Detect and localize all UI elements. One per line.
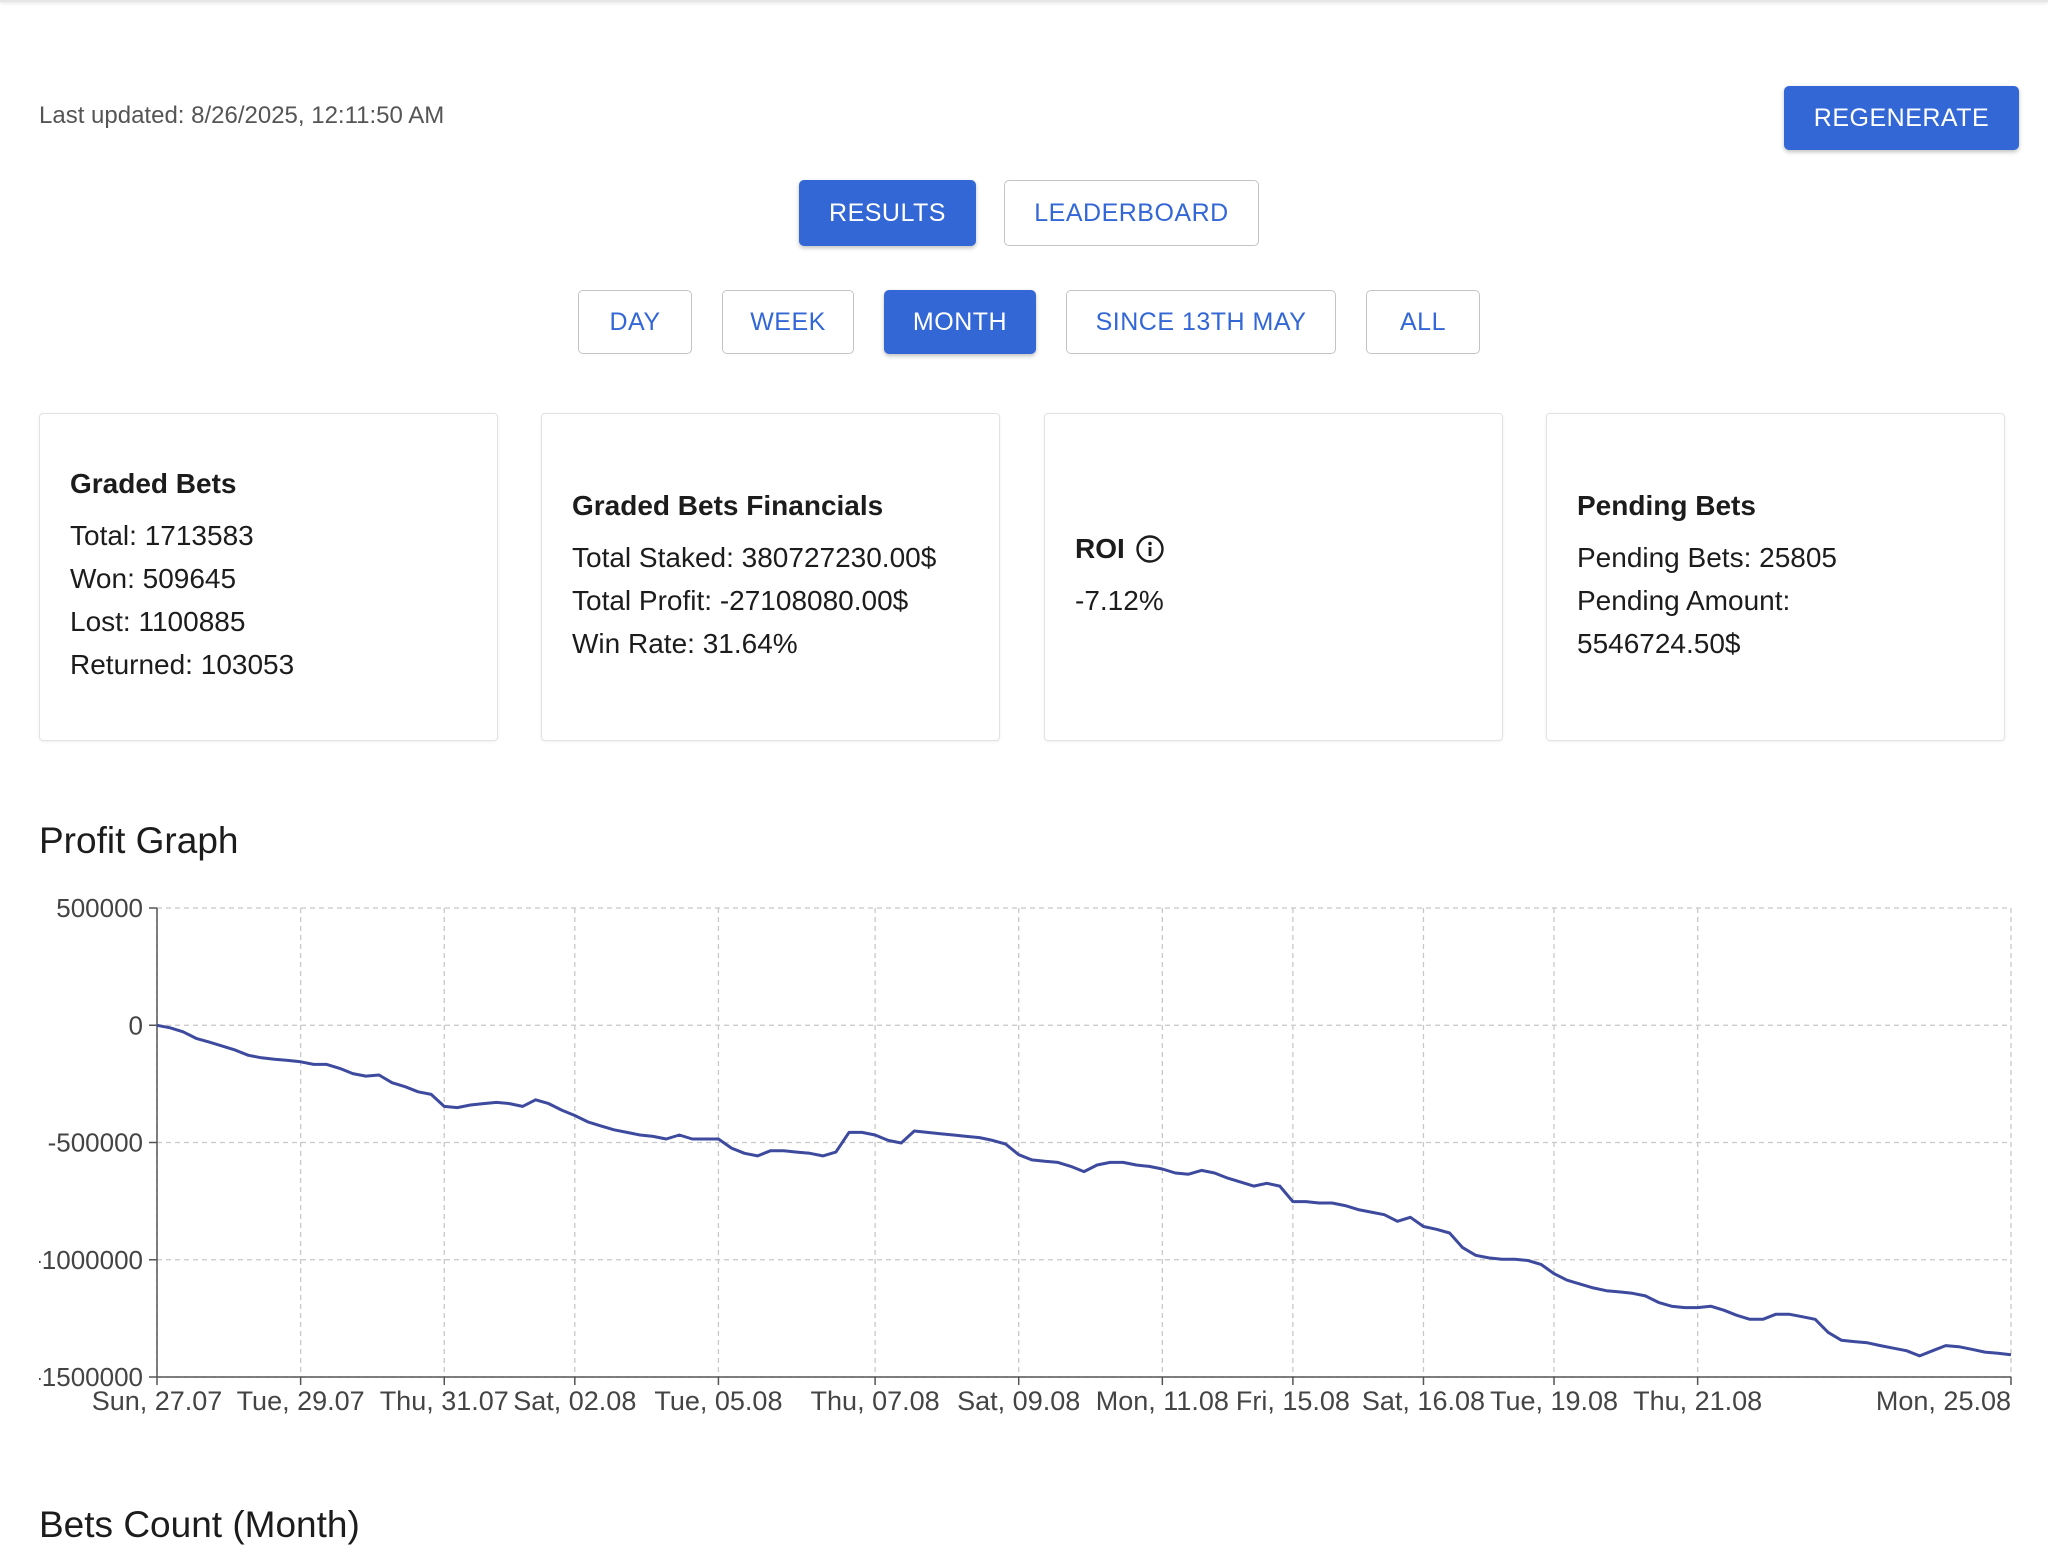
x-tick-label: Thu, 07.08 xyxy=(811,1386,940,1416)
x-tick-label: Mon, 11.08 xyxy=(1096,1386,1229,1416)
x-tick-label: Sat, 16.08 xyxy=(1362,1386,1485,1416)
x-tick-label: Tue, 29.07 xyxy=(237,1386,365,1416)
y-tick-label: -500000 xyxy=(48,1128,143,1158)
card: Pending Bets Pending Bets: 25805 Pending… xyxy=(1546,413,2005,741)
x-tick-label: Sat, 09.08 xyxy=(957,1386,1080,1416)
card-title: Graded Bets Financials xyxy=(572,490,969,522)
x-tick-label: Thu, 21.08 xyxy=(1633,1386,1762,1416)
card-title: ROI xyxy=(1075,533,1472,565)
x-tick-label: Mon, 25.08 xyxy=(1876,1386,2011,1416)
x-tick-label: Fri, 15.08 xyxy=(1236,1386,1350,1416)
card-line: Win Rate: 31.64% xyxy=(572,627,798,659)
card-line: Total: 1713583 xyxy=(70,520,254,551)
card-line: Pending Amount: 5546724.50$ xyxy=(1577,584,1791,659)
x-tick-label: Tue, 05.08 xyxy=(654,1386,782,1416)
info-icon[interactable] xyxy=(1135,534,1165,564)
card-title: Graded Bets xyxy=(70,468,467,500)
y-tick-label: 0 xyxy=(129,1010,143,1040)
card-line: Returned: 103053 xyxy=(70,649,295,680)
card-line: -7.12% xyxy=(1075,584,1164,616)
card: Graded Bets Financials Total Staked: 380… xyxy=(541,413,1000,741)
tab-button[interactable]: LEADERBOARD xyxy=(1004,180,1259,246)
x-tick-label: Sun, 27.07 xyxy=(92,1386,223,1416)
card-title-text: Graded Bets xyxy=(70,468,237,499)
card-title: Pending Bets xyxy=(1577,490,1974,522)
tab-button[interactable]: MONTH xyxy=(884,290,1036,354)
x-tick-label: Tue, 19.08 xyxy=(1490,1386,1618,1416)
card: ROI -7.12% xyxy=(1044,413,1503,741)
card-line: Total Staked: 380727230.00$ xyxy=(572,541,937,573)
card-title-text: Pending Bets xyxy=(1577,489,1756,521)
y-tick-label: -1000000 xyxy=(39,1245,143,1275)
tab-button[interactable]: ALL xyxy=(1366,290,1480,354)
x-tick-label: Sat, 02.08 xyxy=(513,1386,636,1416)
card-line: Won: 509645 xyxy=(70,563,237,594)
tab-button[interactable]: WEEK xyxy=(722,290,854,354)
card-line: Pending Bets: 25805 xyxy=(1577,541,1837,573)
tab-button[interactable]: SINCE 13TH MAY xyxy=(1066,290,1336,354)
y-tick-label: 500000 xyxy=(56,893,143,923)
card-line: Total Profit: -27108080.00$ xyxy=(572,584,909,616)
x-tick-label: Thu, 31.07 xyxy=(380,1386,509,1416)
card-title-text: Graded Bets Financials xyxy=(572,489,884,521)
card: Graded Bets Total: 1713583 Won: 509645 L… xyxy=(39,413,498,741)
y-tick-label: -1500000 xyxy=(39,1362,143,1392)
tab-button[interactable]: RESULTS xyxy=(799,180,976,246)
last-updated: Last updated: 8/26/2025, 12:11:50 AM xyxy=(39,102,445,129)
profit-line xyxy=(156,1023,2012,1358)
card-line: Lost: 1100885 xyxy=(70,606,246,637)
regenerate-button[interactable]: REGENERATE xyxy=(1784,86,2019,150)
section-title: Bets Count (Month) xyxy=(39,1504,360,1545)
tab-button[interactable]: DAY xyxy=(578,290,692,354)
section-title: Profit Graph xyxy=(39,820,239,861)
app-bar-edge xyxy=(0,0,2048,2)
card-title-text: ROI xyxy=(1075,532,1125,564)
